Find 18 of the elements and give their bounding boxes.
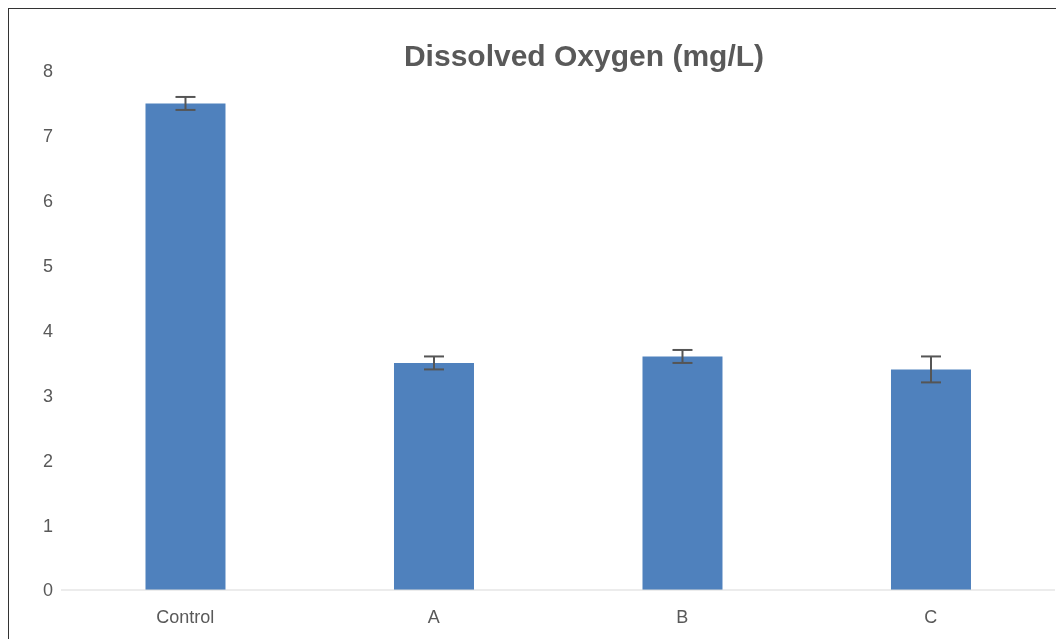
- x-tick-label: Control: [156, 606, 215, 627]
- y-tick-label: 5: [42, 256, 53, 277]
- bar: [145, 103, 226, 590]
- y-tick-label: 4: [42, 320, 53, 341]
- x-tick-label: C: [924, 606, 938, 627]
- bar: [642, 356, 723, 590]
- y-tick-label: 2: [42, 450, 53, 471]
- y-tick-label: 7: [42, 126, 53, 147]
- bar: [393, 362, 474, 590]
- x-tick-label: A: [427, 606, 440, 627]
- x-tick-label: B: [676, 606, 689, 627]
- bar: [890, 369, 971, 590]
- y-tick-label: 8: [42, 61, 53, 82]
- y-tick-label: 1: [42, 515, 53, 536]
- y-tick-label: 6: [42, 191, 53, 212]
- chart-title: Dissolved Oxygen (mg/L): [403, 39, 765, 72]
- y-tick-label: 3: [42, 385, 53, 406]
- y-tick-label: 0: [42, 580, 53, 601]
